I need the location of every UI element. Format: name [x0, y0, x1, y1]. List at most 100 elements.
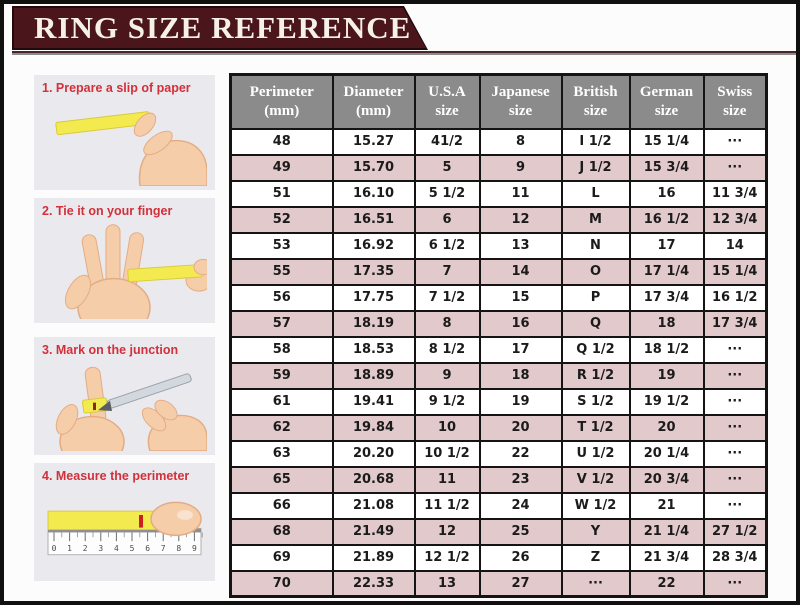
- cell-german: 19: [628, 361, 705, 390]
- cell-german: 17 3/4: [628, 283, 705, 312]
- table-body: 48 15.27 41/2 8 I 1/2 15 1/4 ··· 49 15.70 5 9 J 1/2…: [229, 127, 768, 598]
- cell-perimeter: 53: [229, 231, 334, 260]
- cell-british: O: [560, 257, 631, 286]
- red-mark: [139, 515, 143, 528]
- cell-swiss: 17 3/4: [702, 309, 768, 338]
- cell-diameter: 18.89: [331, 361, 416, 390]
- paper-strip-on-finger-icon: [42, 219, 207, 319]
- table-row: 53 16.92 6 1/2 13 N 17 14: [229, 231, 768, 260]
- cell-perimeter: 66: [229, 491, 334, 520]
- cell-diameter: 21.08: [331, 491, 416, 520]
- cell-perimeter: 68: [229, 517, 334, 546]
- paper-strip: [47, 510, 163, 531]
- cell-british: P: [560, 283, 631, 312]
- ruler-number: 0: [52, 544, 57, 553]
- column-header-usa: U.S.A size: [413, 73, 481, 130]
- cell-british: N: [560, 231, 631, 260]
- title-banner-inner: RING SIZE REFERENCE: [14, 8, 426, 48]
- cell-usa: 8: [413, 309, 481, 338]
- table-row: 63 20.20 10 1/2 22 U 1/2 20 1/4 ···: [229, 439, 768, 468]
- cell-british: L: [560, 179, 631, 208]
- cell-japanese: 27: [478, 569, 563, 598]
- cell-perimeter: 59: [229, 361, 334, 390]
- fingertip: [150, 501, 202, 537]
- cell-japanese: 26: [478, 543, 563, 572]
- cell-perimeter: 48: [229, 127, 334, 156]
- cell-diameter: 19.84: [331, 413, 416, 442]
- table-header-row: Perimeter (mm) Diameter (mm) U.S.A size Japane…: [229, 73, 768, 130]
- title-banner: RING SIZE REFERENCE: [12, 6, 428, 50]
- cell-british: T 1/2: [560, 413, 631, 442]
- cell-perimeter: 65: [229, 465, 334, 494]
- table-row: 70 22.33 13 27 ··· 22 ···: [229, 569, 768, 598]
- cell-usa: 5: [413, 153, 481, 182]
- cell-british: R 1/2: [560, 361, 631, 390]
- cell-swiss: ···: [702, 335, 768, 364]
- cell-swiss: 16 1/2: [702, 283, 768, 312]
- cell-japanese: 8: [478, 127, 563, 156]
- cell-swiss: 11 3/4: [702, 179, 768, 208]
- cell-swiss: 27 1/2: [702, 517, 768, 546]
- cell-diameter: 16.10: [331, 179, 416, 208]
- cell-british: U 1/2: [560, 439, 631, 468]
- cell-usa: 10: [413, 413, 481, 442]
- step-2-label: 2. Tie it on your finger: [42, 204, 173, 218]
- step-card-3: 3. Mark on the junction: [34, 337, 215, 455]
- cell-swiss: ···: [702, 361, 768, 390]
- cell-usa: 12: [413, 517, 481, 546]
- cell-japanese: 13: [478, 231, 563, 260]
- cell-perimeter: 58: [229, 335, 334, 364]
- step-card-1: 1. Prepare a slip of paper: [34, 75, 215, 190]
- cell-usa: 41/2: [413, 127, 481, 156]
- cell-usa: 6 1/2: [413, 231, 481, 260]
- table-row: 58 18.53 8 1/2 17 Q 1/2 18 1/2 ···: [229, 335, 768, 364]
- table-row: 66 21.08 11 1/2 24 W 1/2 21 ···: [229, 491, 768, 520]
- cell-perimeter: 51: [229, 179, 334, 208]
- ruler-number: 2: [83, 544, 88, 553]
- cell-perimeter: 52: [229, 205, 334, 234]
- cell-swiss: ···: [702, 413, 768, 442]
- table-row: 68 21.49 12 25 Y 21 1/4 27 1/2: [229, 517, 768, 546]
- step-4-label: 4. Measure the perimeter: [42, 469, 190, 483]
- cell-perimeter: 61: [229, 387, 334, 416]
- cell-swiss: ···: [702, 439, 768, 468]
- cell-swiss: 15 1/4: [702, 257, 768, 286]
- cell-usa: 13: [413, 569, 481, 598]
- cell-diameter: 16.92: [331, 231, 416, 260]
- cell-usa: 11: [413, 465, 481, 494]
- column-header-swiss: Swiss size: [702, 73, 768, 130]
- cell-british: W 1/2: [560, 491, 631, 520]
- cell-swiss: ···: [702, 491, 768, 520]
- cell-german: 17: [628, 231, 705, 260]
- cell-usa: 11 1/2: [413, 491, 481, 520]
- cell-german: 15 3/4: [628, 153, 705, 182]
- cell-usa: 9 1/2: [413, 387, 481, 416]
- cell-japanese: 11: [478, 179, 563, 208]
- step-1-label: 1. Prepare a slip of paper: [42, 81, 191, 95]
- cell-usa: 8 1/2: [413, 335, 481, 364]
- cell-diameter: 21.89: [331, 543, 416, 572]
- table-row: 56 17.75 7 1/2 15 P 17 3/4 16 1/2: [229, 283, 768, 312]
- step-card-4: 4. Measure the perimeter 0 1 2 3 4 5 6 7 8 9: [34, 463, 215, 581]
- cell-swiss: ···: [702, 387, 768, 416]
- cell-german: 20 3/4: [628, 465, 705, 494]
- cell-german: 21: [628, 491, 705, 520]
- step-3-label: 3. Mark on the junction: [42, 343, 179, 357]
- ruler-number: 7: [161, 544, 166, 553]
- column-header-diameter: Diameter (mm): [331, 73, 416, 130]
- cell-japanese: 17: [478, 335, 563, 364]
- cell-swiss: 12 3/4: [702, 205, 768, 234]
- cell-perimeter: 63: [229, 439, 334, 468]
- cell-japanese: 14: [478, 257, 563, 286]
- cell-british: V 1/2: [560, 465, 631, 494]
- cell-british: Y: [560, 517, 631, 546]
- cell-german: 21 1/4: [628, 517, 705, 546]
- cell-swiss: ···: [702, 153, 768, 182]
- cell-japanese: 19: [478, 387, 563, 416]
- table-row: 61 19.41 9 1/2 19 S 1/2 19 1/2 ···: [229, 387, 768, 416]
- column-header-japanese: Japanese size: [478, 73, 563, 130]
- cell-japanese: 24: [478, 491, 563, 520]
- column-header-german: German size: [628, 73, 705, 130]
- cell-diameter: 20.68: [331, 465, 416, 494]
